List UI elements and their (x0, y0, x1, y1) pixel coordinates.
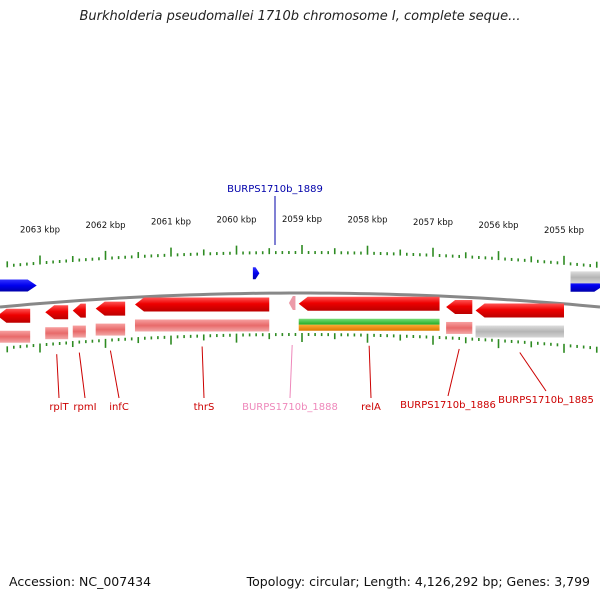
gene-label: BURPS1710b_1888 (242, 402, 338, 413)
feature-bar (475, 325, 564, 338)
feature-track (0, 318, 564, 343)
gene-label: rplT (49, 402, 69, 413)
label-leader (289, 344, 293, 399)
label-leader (519, 352, 547, 392)
gene-label: BURPS1710b_1886 (400, 400, 496, 411)
feature-bar (0, 330, 31, 343)
gene-arrow (298, 296, 440, 311)
gene-arrow (95, 301, 126, 316)
label-leader (447, 348, 460, 397)
ruler-tick-label: 2061 kbp (151, 218, 191, 228)
gene-label: BURPS1710b_1889 (227, 184, 323, 195)
feature-bar (72, 325, 86, 338)
chromosome-backbone (0, 291, 600, 309)
ruler-tick-label: 2062 kbp (85, 221, 125, 231)
gene-arrow (475, 303, 564, 318)
label-leader (368, 345, 372, 399)
ruler-tick-label: 2057 kbp (413, 218, 453, 228)
ruler-tick-label: 2055 kbp (544, 226, 584, 236)
map-title: Burkholderia pseudomallei 1710b chromoso… (79, 9, 521, 24)
feature-bar (298, 318, 440, 325)
ruler-tick-label: 2063 kbp (20, 226, 60, 236)
ruler-ticks-top (6, 245, 598, 268)
ruler-tick-label: 2060 kbp (216, 216, 256, 226)
gene-label: infC (109, 402, 129, 413)
label-leader (56, 354, 60, 399)
ruler-tick-label: 2059 kbp (282, 215, 322, 225)
gene-arrow (288, 296, 296, 311)
gene-labels: BURPS1710b_1889 rplT rpmI infC thrS BURPS1710… (49, 184, 594, 413)
gene-label: BURPS1710b_1885 (498, 395, 594, 406)
ruler-tick-label: 2058 kbp (347, 216, 387, 226)
feature-bar (45, 327, 69, 340)
feature-bar (298, 324, 440, 331)
minus-strand-track (0, 296, 564, 323)
ruler-tick-label: 2056 kbp (478, 221, 518, 231)
gene-arrow (0, 308, 31, 323)
gene-arrow (45, 305, 69, 320)
ruler-ticks-bottom (6, 333, 598, 353)
feature-bar (95, 323, 126, 336)
gene-arrow (252, 267, 260, 280)
gene-arrow (72, 303, 86, 318)
label-leader (109, 350, 120, 399)
gene-arrow (446, 299, 473, 314)
gene-arrow (570, 271, 600, 284)
gene-label: thrS (194, 402, 215, 413)
label-leader (201, 346, 205, 399)
gene-arrow (0, 279, 37, 292)
ruler-tick-labels: 2063 kbp 2062 kbp 2061 kbp 2060 kbp 2059 kbp… (20, 215, 584, 236)
accession-text: Accession: NC_007434 (9, 574, 152, 589)
gene-label: relA (361, 402, 381, 413)
gene-arrow (134, 297, 270, 312)
label-leader (78, 352, 86, 399)
plus-strand-track (0, 267, 600, 292)
feature-bar (446, 321, 473, 334)
gene-label: rpmI (73, 402, 96, 413)
topology-summary: Topology: circular; Length: 4,126,292 bp… (246, 574, 590, 589)
feature-bar (134, 319, 270, 332)
